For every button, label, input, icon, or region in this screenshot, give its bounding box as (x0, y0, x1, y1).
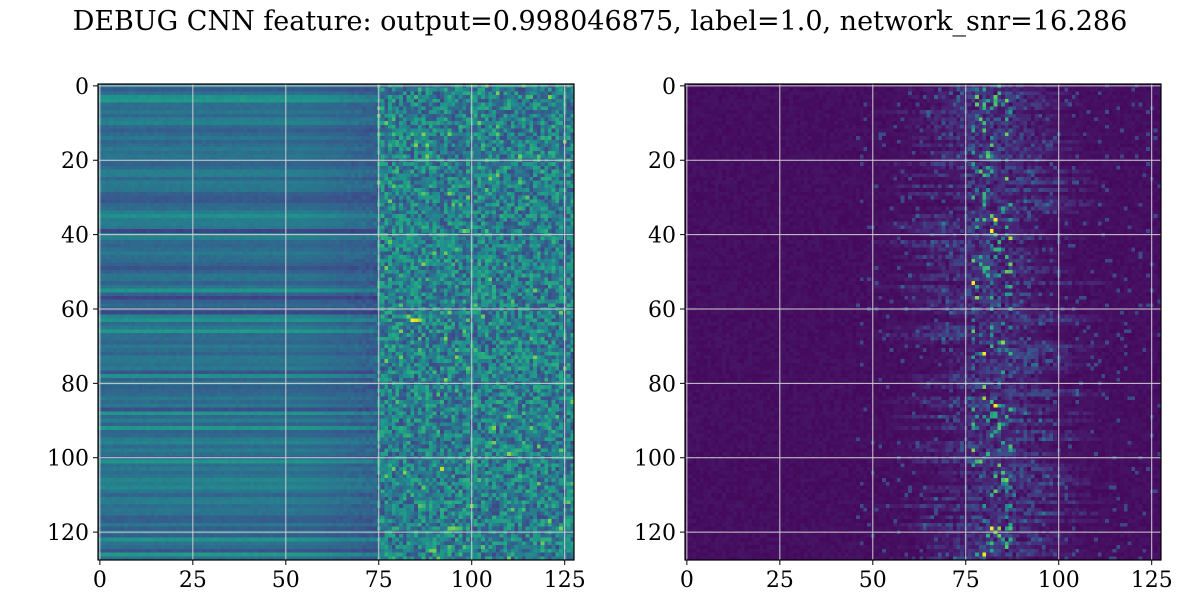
x-tick-label: 75 (952, 568, 980, 593)
x-tick-label: 50 (859, 568, 887, 593)
figure-title: DEBUG CNN feature: output=0.998046875, l… (0, 6, 1200, 37)
y-tick-label: 40 (648, 224, 676, 249)
x-tick-label: 100 (451, 568, 493, 593)
x-tick-label: 25 (179, 568, 207, 593)
heatmap-cells (98, 84, 575, 561)
y-tick-label: 0 (75, 75, 89, 100)
y-tick-label: 100 (47, 447, 89, 472)
heatmap-cells (685, 84, 1162, 561)
x-tick-label: 0 (93, 568, 107, 593)
x-tick-label: 100 (1038, 568, 1080, 593)
heatmap-right: 0 25 50 75 100 125 0 20 40 60 80 100 120 (634, 75, 1173, 593)
y-tick-label: 100 (634, 447, 676, 472)
y-tick-label: 120 (47, 521, 89, 546)
y-tick-label: 20 (61, 149, 89, 174)
axes-frame (684, 83, 1162, 561)
y-tick-label: 80 (61, 372, 89, 397)
x-tick-label: 75 (365, 568, 393, 593)
heatmap-left: 0 25 50 75 100 125 0 20 40 60 80 100 120 (47, 75, 586, 593)
y-tick-label: 60 (648, 298, 676, 323)
x-tick-label: 50 (272, 568, 300, 593)
y-tick-label: 20 (648, 149, 676, 174)
y-tick-label: 80 (648, 372, 676, 397)
y-tick-label: 40 (61, 224, 89, 249)
x-tick-label: 25 (766, 568, 794, 593)
y-tick-label: 0 (662, 75, 676, 100)
x-tick-label: 125 (1131, 568, 1173, 593)
x-tick-label: 125 (544, 568, 586, 593)
y-tick-label: 60 (61, 298, 89, 323)
y-tick-label: 120 (634, 521, 676, 546)
axes-frame (97, 83, 575, 561)
x-tick-label: 0 (680, 568, 694, 593)
